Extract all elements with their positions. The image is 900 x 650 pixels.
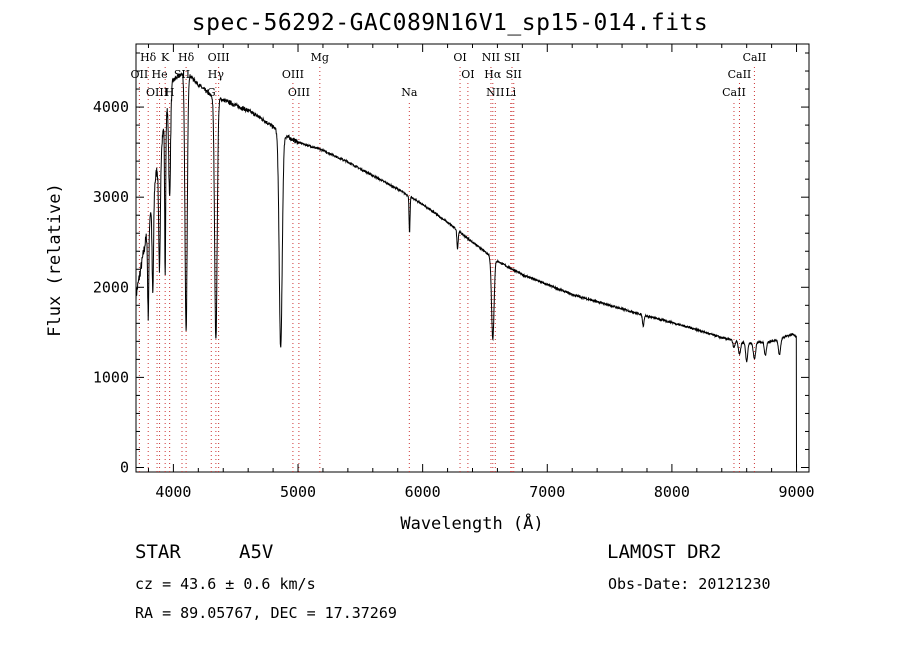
- y-tick-label: 4000: [93, 98, 129, 116]
- line-label: OIII: [146, 86, 168, 99]
- line-label: Hγ: [208, 68, 225, 81]
- line-label: NII: [486, 86, 504, 99]
- line-label: CaII: [743, 51, 767, 64]
- line-label: He: [152, 68, 168, 81]
- x-tick-label: 9000: [778, 483, 814, 501]
- y-axis-label: Flux (relative): [45, 183, 65, 337]
- line-label: Hδ: [178, 51, 195, 64]
- line-label: Mg: [311, 51, 329, 64]
- plot-frame: [135, 43, 810, 473]
- line-label: OI: [453, 51, 466, 64]
- line-label: OIII: [208, 51, 230, 64]
- object-class: STAR: [135, 541, 181, 563]
- line-label: Hδ: [140, 51, 157, 64]
- line-label: OII: [131, 68, 149, 81]
- line-label: Hα: [484, 68, 502, 81]
- x-tick-label: 8000: [654, 483, 690, 501]
- line-label: K: [161, 51, 170, 64]
- x-axis-label: Wavelength (Å): [400, 512, 543, 534]
- spectral-subclass: A5V: [239, 541, 274, 563]
- x-tick-label: 4000: [155, 483, 191, 501]
- line-label: Li: [505, 86, 516, 99]
- x-tick-label: 6000: [405, 483, 441, 501]
- ra-dec-coordinates: RA = 89.05767, DEC = 17.37269: [135, 604, 397, 622]
- line-label: SII: [506, 68, 522, 81]
- chart-title: spec-56292-GAC089N16V1_sp15-014.fits: [191, 10, 709, 36]
- spectrum-line: [135, 72, 797, 468]
- line-label: CaII: [728, 68, 752, 81]
- y-tick-label: 2000: [93, 278, 129, 296]
- line-label: OI: [461, 68, 474, 81]
- x-axis: 4000 5000 6000 7000 8000 9000: [147, 44, 815, 501]
- x-tick-label: 7000: [529, 483, 565, 501]
- y-tick-label: 1000: [93, 368, 129, 386]
- y-tick-label: 0: [120, 458, 129, 476]
- redshift-velocity: cz = 43.6 ± 0.6 km/s: [135, 575, 316, 593]
- y-tick-label: 3000: [93, 188, 129, 206]
- line-label: SII: [504, 51, 520, 64]
- line-label: H: [165, 86, 175, 99]
- observation-date: Obs-Date: 20121230: [608, 575, 771, 593]
- line-label: OIII: [282, 68, 304, 81]
- line-label: NII: [482, 51, 500, 64]
- line-label: Na: [401, 86, 418, 99]
- line-label: CaII: [722, 86, 746, 99]
- line-label: OIII: [288, 86, 310, 99]
- x-tick-label: 5000: [280, 483, 316, 501]
- line-label: G: [207, 86, 216, 99]
- y-axis: 0 1000 2000 3000 4000: [93, 52, 809, 476]
- survey-name: LAMOST DR2: [607, 541, 722, 563]
